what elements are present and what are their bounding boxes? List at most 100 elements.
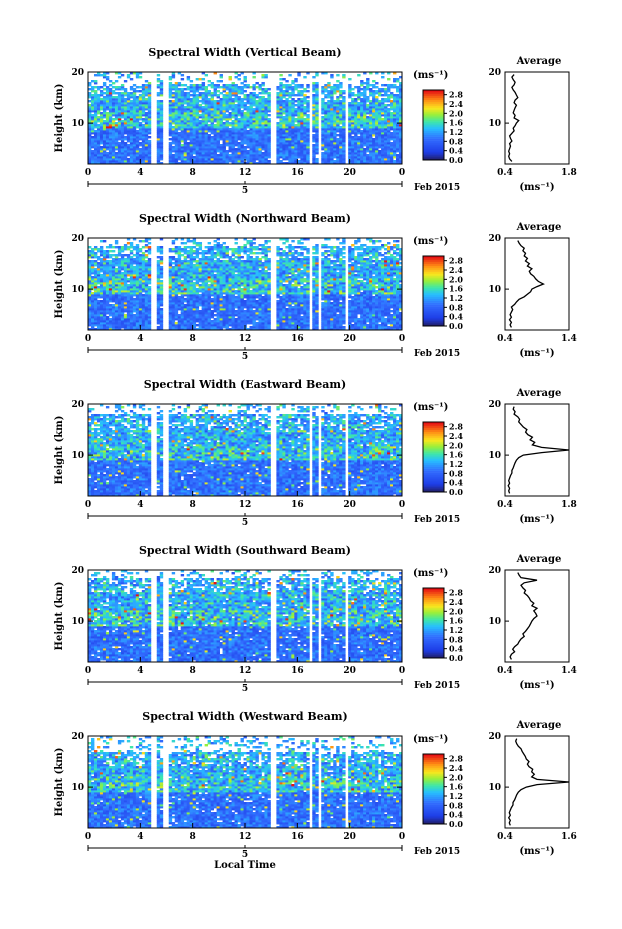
xtick-label: 0	[85, 168, 91, 178]
xtick-label: 4	[137, 168, 143, 178]
panel-title: Spectral Width (Westward Beam)	[142, 710, 347, 723]
colorbar-tick-label: 1.2	[449, 459, 463, 469]
xtick-label: 8	[190, 168, 196, 178]
date-label: Feb 2015	[414, 349, 460, 359]
colorbar-tick-label: 0.8	[449, 302, 463, 312]
xtick-label: 12	[239, 168, 252, 178]
colorbar-tick-label: 0.0	[449, 487, 463, 497]
colorbar-tick-label: 1.6	[449, 616, 463, 626]
xtick-label: 0	[85, 832, 91, 842]
average-xlabel: (ms⁻¹)	[519, 514, 554, 525]
average-frame	[504, 735, 570, 829]
ytick-label: 20	[71, 566, 84, 576]
colorbar-tick-label: 0.0	[449, 653, 463, 663]
panel-title: Spectral Width (Southward Beam)	[139, 544, 351, 557]
colorbar-tick-label: 0.4	[449, 312, 463, 322]
xtick-label: 4	[137, 334, 143, 344]
date-label: Feb 2015	[414, 681, 460, 691]
average-frame	[504, 403, 570, 497]
ytick-label: 10	[71, 119, 84, 129]
xtick-label: 8	[190, 334, 196, 344]
colorbar-tick-label: 1.2	[449, 625, 463, 635]
colorbar-tick-label: 1.6	[449, 284, 463, 294]
xtick-label: 16	[291, 832, 304, 842]
ytick-label: 20	[71, 234, 84, 244]
day-label: 5	[242, 850, 248, 860]
colorbar	[423, 256, 444, 327]
panel-0: Spectral Width (Vertical Beam) 10 20 0 4 8 12 1…	[54, 46, 577, 196]
colorbar-tick-label: 1.6	[449, 450, 463, 460]
colorbar	[423, 754, 444, 825]
y-axis-label: Height (km)	[54, 416, 65, 485]
average-ytick-label: 10	[488, 451, 501, 461]
average-xlabel: (ms⁻¹)	[519, 348, 554, 359]
xtick-label: 20	[343, 666, 356, 676]
colorbar-tick-label: 2.4	[449, 763, 463, 773]
colorbar-tick-label: 2.4	[449, 597, 463, 607]
colorbar-tick-label: 0.8	[449, 634, 463, 644]
xtick-label: 12	[239, 832, 252, 842]
day-label: 5	[242, 684, 248, 694]
average-title: Average	[516, 56, 562, 67]
average-xtick-label: 1.8	[561, 168, 577, 178]
average-profile-line	[508, 74, 520, 162]
heatmap-cells	[88, 72, 403, 165]
colorbar-tick-label: 0.8	[449, 136, 463, 146]
colorbar-tick-label: 2.0	[449, 772, 463, 782]
average-title: Average	[516, 554, 562, 565]
average-xtick-label: 1.8	[561, 500, 577, 510]
average-ytick-label: 20	[488, 68, 501, 78]
xtick-label: 0	[399, 168, 405, 178]
xtick-label: 0	[399, 832, 405, 842]
heatmap-cells	[88, 736, 403, 829]
day-label: 5	[242, 518, 248, 528]
average-profile-line	[507, 406, 570, 494]
average-xtick-label: 0.4	[497, 666, 513, 676]
x-axis-label: Local Time	[214, 860, 276, 871]
average-ytick-label: 10	[488, 617, 501, 627]
average-frame	[504, 71, 570, 165]
average-ytick-label: 20	[488, 400, 501, 410]
ytick-label: 10	[71, 285, 84, 295]
average-ytick-label: 10	[488, 285, 501, 295]
colorbar	[423, 90, 444, 161]
panel-4: Spectral Width (Westward Beam) 10 20 0 4 8 12 1…	[54, 710, 577, 871]
colorbar-tick-label: 2.4	[449, 431, 463, 441]
average-frame	[504, 237, 570, 331]
ytick-label: 20	[71, 400, 84, 410]
colorbar-tick-label: 2.8	[449, 256, 463, 266]
average-xtick-label: 1.4	[561, 334, 577, 344]
xtick-label: 16	[291, 666, 304, 676]
xtick-label: 4	[137, 500, 143, 510]
average-ytick-label: 20	[488, 234, 501, 244]
colorbar-tick-label: 0.4	[449, 644, 463, 654]
xtick-label: 20	[343, 832, 356, 842]
colorbar-tick-label: 0.0	[449, 321, 463, 331]
colorbar-frame	[422, 421, 445, 493]
colorbar-tick-label: 0.0	[449, 155, 463, 165]
xtick-label: 0	[85, 666, 91, 676]
average-profile-line	[508, 240, 545, 328]
xtick-label: 20	[343, 334, 356, 344]
colorbar-frame	[422, 255, 445, 327]
colorbar-tick-label: 2.0	[449, 108, 463, 118]
average-ytick-label: 10	[488, 119, 501, 129]
colorbar-tick-label: 2.0	[449, 274, 463, 284]
average-xtick-label: 0.4	[497, 168, 513, 178]
colorbar	[423, 588, 444, 659]
average-ytick-label: 10	[488, 783, 501, 793]
colorbar-tick-label: 2.8	[449, 90, 463, 100]
colorbar-tick-label: 2.0	[449, 606, 463, 616]
ytick-label: 20	[71, 68, 84, 78]
y-axis-label: Height (km)	[54, 748, 65, 817]
colorbar-tick-label: 0.8	[449, 800, 463, 810]
heatmap-cells	[88, 404, 403, 497]
colorbar-tick-label: 0.8	[449, 468, 463, 478]
ytick-label: 10	[71, 783, 84, 793]
xtick-label: 12	[239, 666, 252, 676]
xtick-label: 20	[343, 168, 356, 178]
xtick-label: 12	[239, 334, 252, 344]
colorbar-tick-label: 1.2	[449, 127, 463, 137]
panel-1: Spectral Width (Northward Beam) 10 20 0 4 8 12…	[54, 212, 577, 362]
